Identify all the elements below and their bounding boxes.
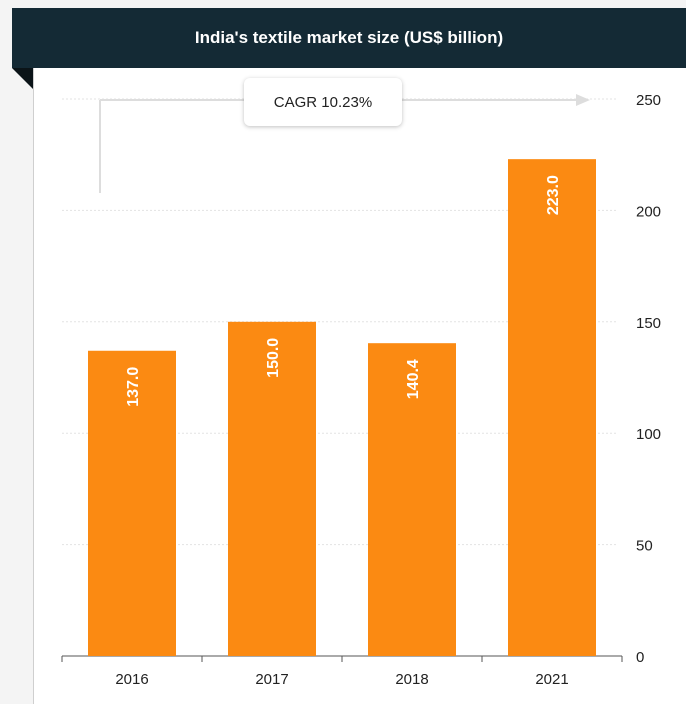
cagr-annotation: CAGR 10.23% — [244, 78, 402, 126]
bar — [88, 350, 176, 656]
bar-value-label: 223.0 — [545, 175, 562, 215]
y-tick-label: 150 — [636, 315, 661, 332]
x-tick-label: 2016 — [115, 671, 148, 688]
bar-value-label: 137.0 — [125, 367, 142, 407]
cagr-arrow-head — [576, 94, 590, 106]
x-tick-label: 2018 — [395, 671, 428, 688]
chart-title-bar: India's textile market size (US$ billion… — [12, 8, 686, 68]
y-tick-label: 50 — [636, 538, 653, 555]
y-tick-label: 0 — [636, 649, 644, 666]
bar-value-label: 150.0 — [265, 338, 282, 378]
x-tick-label: 2017 — [255, 671, 288, 688]
y-tick-label: 250 — [636, 92, 661, 109]
y-tick-label: 100 — [636, 426, 661, 443]
title-bar-corner-decoration — [12, 68, 34, 90]
x-tick-label: 2021 — [535, 671, 568, 688]
y-tick-label: 200 — [636, 203, 661, 220]
chart-title: India's textile market size (US$ billion… — [194, 28, 504, 47]
bar — [228, 321, 316, 656]
bar — [368, 343, 456, 656]
bar — [508, 159, 596, 656]
bar-value-label: 140.4 — [405, 359, 422, 399]
